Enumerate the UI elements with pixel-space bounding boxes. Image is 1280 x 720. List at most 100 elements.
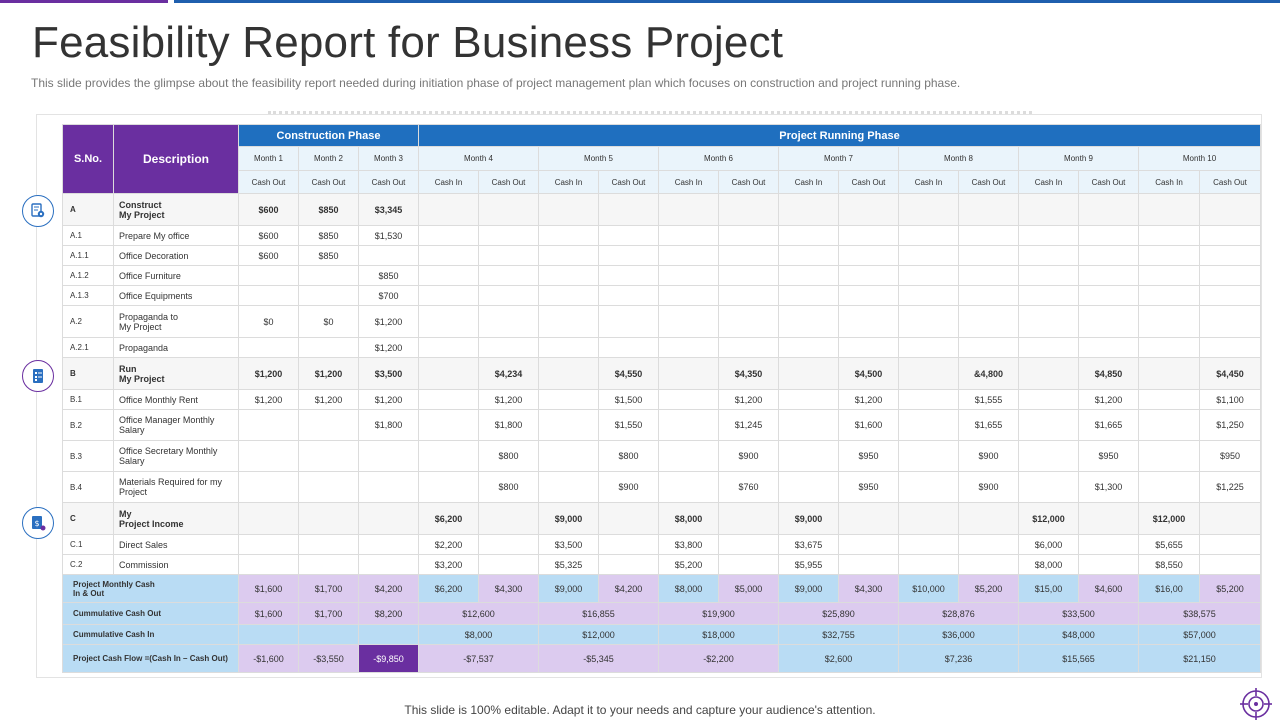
summary-value-empty: [238, 624, 299, 645]
row-value: [1078, 305, 1139, 338]
row-value: [238, 265, 299, 286]
row-value: [1078, 337, 1139, 358]
row-value: [778, 409, 839, 441]
row-description: Office Monthly Rent: [113, 389, 239, 410]
summary-value: $8,000: [658, 574, 719, 603]
table-row: C My Project Income $6,200 $9,000 $8,000 $9,00…: [62, 502, 1262, 535]
row-sno: A.2: [62, 305, 114, 338]
row-value: [478, 245, 539, 266]
row-value: [1198, 245, 1262, 266]
row-sno: C.1: [62, 534, 114, 555]
row-value: [358, 471, 419, 503]
summary-value: $57,000: [1137, 624, 1262, 645]
table-row: B.3 Office Secretary Monthly Salary $800 $80…: [62, 440, 1262, 472]
summary-value: $32,755: [778, 624, 899, 645]
dotted-divider: [268, 111, 1032, 114]
row-value: [298, 337, 359, 358]
row-value: [238, 554, 299, 575]
row-value: [598, 285, 659, 306]
summary-row-cash-flow: Project Cash Flow =(Cash In – Cash Out) -…: [62, 644, 1262, 673]
table-row: A.1.2 Office Furniture $850: [62, 265, 1262, 286]
row-value: $1,200: [358, 389, 419, 410]
summary-value: $38,575: [1137, 602, 1262, 625]
svg-text:$: $: [34, 519, 39, 528]
summary-value: $48,000: [1018, 624, 1139, 645]
row-value: [418, 285, 479, 306]
row-value: $6,000: [1018, 534, 1079, 555]
table-row: B Run My Project $1,200 $1,200 $3,500 $4,234 $4…: [62, 357, 1262, 390]
summary-label: Cummulative Cash In: [62, 624, 239, 645]
summary-row-cumulative-out: Cummulative Cash Out $1,600 $1,700 $8,200 $1…: [62, 602, 1262, 625]
row-value: [658, 225, 719, 246]
row-value: [658, 357, 719, 390]
row-sno: A.1: [62, 225, 114, 246]
row-value: $9,000: [778, 502, 839, 535]
row-value: $1,600: [838, 409, 899, 441]
row-value: [778, 440, 839, 472]
row-value: [1138, 245, 1200, 266]
row-value: [478, 265, 539, 286]
row-value: [298, 502, 359, 535]
row-sno: A.2.1: [62, 337, 114, 358]
row-sno: B.2: [62, 409, 114, 441]
row-value: $1,100: [1198, 389, 1262, 410]
month-header: Month 3: [358, 146, 419, 171]
row-value: [1078, 193, 1139, 226]
row-value: [778, 245, 839, 266]
summary-value: $5,200: [958, 574, 1019, 603]
row-value: [1018, 357, 1079, 390]
row-value: $1,200: [358, 337, 419, 358]
row-value: [778, 357, 839, 390]
row-value: [958, 337, 1019, 358]
summary-value: $19,900: [658, 602, 779, 625]
row-description: Propaganda to My Project: [113, 305, 239, 338]
summary-value: $9,000: [538, 574, 599, 603]
row-value: $1,200: [1078, 389, 1139, 410]
row-value: $1,550: [598, 409, 659, 441]
row-value: [538, 357, 599, 390]
row-value: $4,500: [838, 357, 899, 390]
row-value: [1018, 305, 1079, 338]
row-value: [658, 337, 719, 358]
row-value: [1198, 285, 1262, 306]
row-value: [418, 305, 479, 338]
row-value: [958, 193, 1019, 226]
row-value: [418, 471, 479, 503]
row-value: [838, 534, 899, 555]
row-value: [1018, 245, 1079, 266]
row-value: [718, 225, 779, 246]
summary-value: $25,890: [778, 602, 899, 625]
row-value: [1198, 265, 1262, 286]
row-value: [298, 285, 359, 306]
month-header: Month 10: [1137, 146, 1262, 171]
summary-value: $9,000: [778, 574, 839, 603]
row-value: [1138, 305, 1200, 338]
row-value: $1,200: [718, 389, 779, 410]
row-value: [718, 502, 779, 535]
row-value: [658, 193, 719, 226]
row-value: $3,675: [778, 534, 839, 555]
row-value: $2,200: [418, 534, 479, 555]
summary-value: -$2,200: [658, 644, 779, 673]
row-description: Prepare My office: [113, 225, 239, 246]
row-value: [418, 357, 479, 390]
row-value: $950: [838, 471, 899, 503]
money-document-icon: $: [22, 507, 54, 539]
row-value: $8,000: [1018, 554, 1079, 575]
row-description: Materials Required for my Project: [113, 471, 239, 503]
row-value: [1078, 245, 1139, 266]
row-value: $4,850: [1078, 357, 1139, 390]
summary-value: $21,150: [1137, 644, 1262, 673]
summary-value: $16,00: [1138, 574, 1200, 603]
row-value: $900: [718, 440, 779, 472]
month-header: Month 5: [538, 146, 659, 171]
row-value: [1138, 225, 1200, 246]
row-value: [418, 409, 479, 441]
cash-out-header: Cash Out: [478, 170, 539, 194]
row-value: [718, 193, 779, 226]
row-value: [478, 305, 539, 338]
row-value: $1,245: [718, 409, 779, 441]
cash-in-header: Cash In: [1018, 170, 1079, 194]
row-value: $800: [598, 440, 659, 472]
row-sno: B.4: [62, 471, 114, 503]
